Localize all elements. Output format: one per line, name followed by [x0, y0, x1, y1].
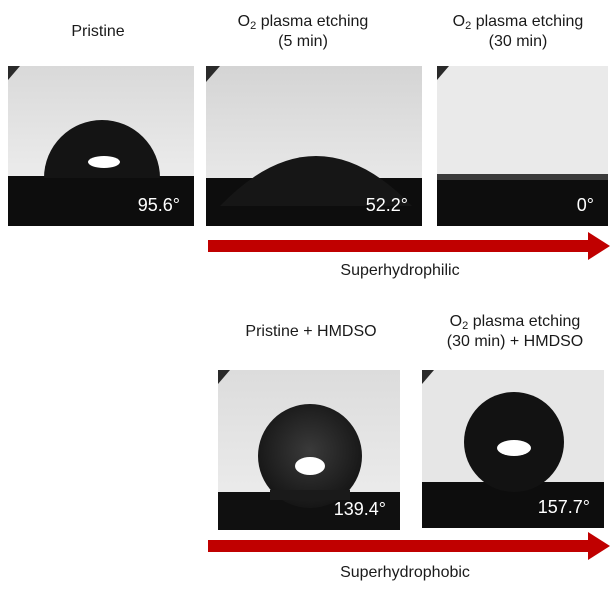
droplet-image-plasma-5min: 52.2°	[206, 66, 422, 226]
contact-angle-pristine: 95.6°	[137, 195, 180, 215]
label-pristine: Pristine	[71, 23, 125, 40]
droplet-image-pristine: 95.6°	[8, 66, 194, 226]
superhydrophobic-arrow	[208, 532, 610, 560]
droplet-plasma5-drawing	[206, 66, 422, 226]
contact-angle-plasma-30min-hmdso: 157.7°	[537, 497, 590, 517]
contact-angle-plasma-5min: 52.2°	[365, 195, 408, 215]
contact-angle-plasma-30min: 0°	[576, 195, 594, 215]
caption-superhydrophobic: Superhydrophobic	[340, 564, 470, 581]
label-plasma-5min: O2 plasma etching (5 min)	[237, 13, 369, 50]
superhydrophilic-arrow	[208, 232, 610, 260]
droplet-pristine-drawing	[8, 66, 194, 226]
label-pristine-hmdso: Pristine + HMDSO	[245, 323, 377, 340]
droplet-plasma30-drawing	[437, 66, 608, 226]
droplet-image-pristine-hmdso: 139.4°	[218, 370, 400, 530]
droplet-plasma-hmdso-drawing	[422, 370, 604, 528]
droplet-image-plasma-30min-hmdso: 157.7°	[422, 370, 604, 528]
droplet-image-plasma-30min: 0°	[437, 66, 608, 226]
caption-superhydrophilic: Superhydrophilic	[340, 262, 460, 279]
contact-angle-pristine-hmdso: 139.4°	[333, 499, 386, 519]
label-plasma-30min: O2 plasma etching (30 min)	[452, 13, 584, 50]
droplet-hmdso-drawing	[218, 370, 400, 530]
label-plasma-30min-hmdso: O2 plasma etching (30 min) + HMDSO	[446, 313, 584, 350]
